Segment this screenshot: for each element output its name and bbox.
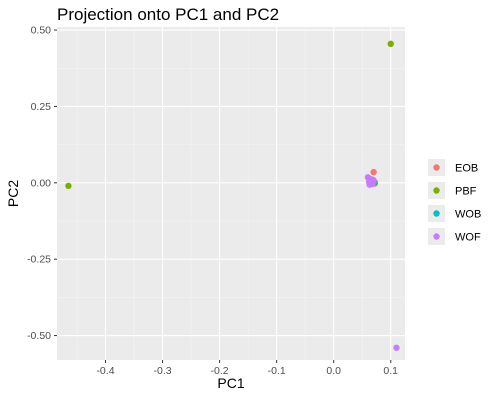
y-tick-label: -0.50 bbox=[27, 330, 51, 342]
legend-dot-eob bbox=[433, 164, 440, 171]
data-points bbox=[65, 40, 400, 351]
x-tick-label: -0.3 bbox=[153, 365, 171, 377]
x-tick-label: 0.0 bbox=[326, 365, 341, 377]
point-wof bbox=[393, 344, 400, 351]
point-wof bbox=[366, 181, 373, 188]
legend-dot-pbf bbox=[433, 187, 440, 194]
legend-label-eob: EOB bbox=[455, 163, 478, 175]
x-axis-ticks: -0.4 -0.3 -0.2 -0.1 0.0 0.1 bbox=[96, 360, 398, 377]
point-wof bbox=[370, 177, 377, 184]
y-tick-label: 0.50 bbox=[31, 25, 52, 37]
x-tick-label: -0.4 bbox=[96, 365, 114, 377]
y-tick-label: 0.00 bbox=[31, 177, 52, 189]
legend-label-wob: WOB bbox=[455, 209, 481, 221]
y-tick-label: -0.25 bbox=[27, 254, 51, 266]
legend-label-wof: WOF bbox=[455, 232, 481, 244]
plot-panel bbox=[57, 27, 405, 360]
legend: EOB PBF WOB WOF bbox=[428, 159, 481, 245]
chart-title: Projection onto PC1 and PC2 bbox=[57, 5, 279, 24]
point-pbf bbox=[387, 40, 394, 48]
legend-label-pbf: PBF bbox=[455, 186, 477, 198]
x-axis-title: PC1 bbox=[217, 375, 244, 391]
point-pbf bbox=[65, 182, 72, 190]
y-axis-title: PC2 bbox=[5, 180, 21, 207]
y-axis-ticks: -0.50 -0.25 0.00 0.25 0.50 bbox=[27, 25, 57, 342]
x-tick-label: 0.1 bbox=[383, 365, 398, 377]
x-tick-label: -0.1 bbox=[268, 365, 286, 377]
point-eob bbox=[370, 168, 377, 176]
grid-major bbox=[57, 27, 405, 360]
grid-minor bbox=[57, 27, 405, 360]
legend-dot-wob bbox=[433, 210, 440, 217]
y-tick-label: 0.25 bbox=[31, 101, 52, 113]
x-tick-label: -0.2 bbox=[211, 365, 229, 377]
legend-dot-wof bbox=[433, 233, 440, 240]
